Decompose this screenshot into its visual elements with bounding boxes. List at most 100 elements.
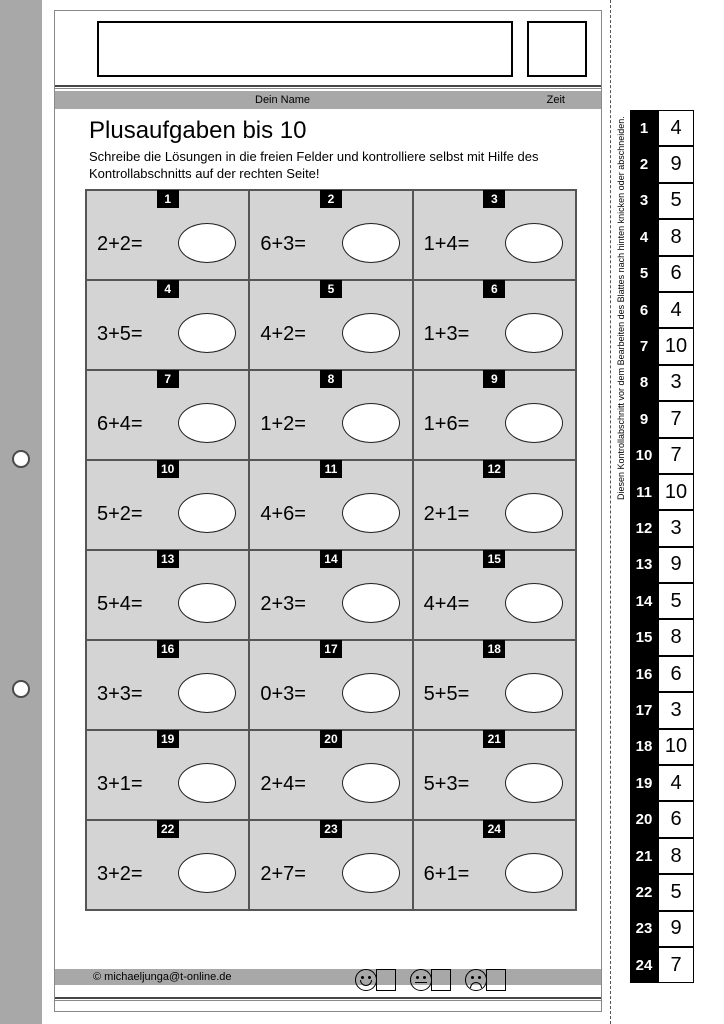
answer-field[interactable]	[178, 853, 236, 893]
problem-number: 15	[483, 550, 505, 568]
answer-field[interactable]	[505, 493, 563, 533]
answer-number: 23	[630, 911, 658, 947]
smiley-sad[interactable]	[465, 969, 506, 991]
answer-field[interactable]	[505, 583, 563, 623]
answer-number: 5	[630, 256, 658, 292]
equation-text: 5+5=	[424, 683, 470, 706]
answer-number: 2	[630, 146, 658, 182]
equation-text: 5+2=	[97, 503, 143, 526]
problem-cell: 61+3=	[413, 280, 576, 370]
equation-text: 2+1=	[424, 503, 470, 526]
answer-value: 7	[658, 947, 694, 983]
answer-value: 4	[658, 765, 694, 801]
problem-cell: 76+4=	[86, 370, 249, 460]
name-input-box[interactable]	[97, 21, 513, 77]
answer-number: 24	[630, 947, 658, 983]
answer-value: 6	[658, 801, 694, 837]
answer-value: 7	[658, 401, 694, 437]
equation-text: 1+6=	[424, 413, 470, 436]
problem-cell: 4 3+5=	[86, 280, 249, 370]
answer-row: 206	[630, 801, 694, 837]
answer-row: 35	[630, 183, 694, 219]
answer-field[interactable]	[178, 223, 236, 263]
answer-row: 710	[630, 328, 694, 364]
problem-number: 10	[157, 460, 179, 478]
answer-field[interactable]	[178, 763, 236, 803]
answer-field[interactable]	[178, 583, 236, 623]
answer-value: 8	[658, 219, 694, 255]
answer-value: 5	[658, 583, 694, 619]
answer-number: 1	[630, 110, 658, 146]
problem-number: 2	[320, 190, 342, 208]
instructions: Schreibe die Lösungen in die freien Feld…	[89, 149, 577, 183]
answer-value: 8	[658, 619, 694, 655]
answer-field[interactable]	[505, 223, 563, 263]
problem-number: 21	[483, 730, 505, 748]
equation-text: 4+6=	[260, 503, 306, 526]
answer-field[interactable]	[342, 583, 400, 623]
answer-number: 4	[630, 219, 658, 255]
equation-text: 1+2=	[260, 413, 306, 436]
problem-number: 12	[483, 460, 505, 478]
answer-field[interactable]	[505, 403, 563, 443]
answer-field[interactable]	[505, 313, 563, 353]
answer-value: 8	[658, 838, 694, 874]
equation-text: 0+3=	[260, 683, 306, 706]
problem-number: 23	[320, 820, 342, 838]
answer-field[interactable]	[342, 493, 400, 533]
equation-text: 6+3=	[260, 233, 306, 256]
problem-number: 4	[157, 280, 179, 298]
problem-cell: 54+2=	[249, 280, 412, 370]
answer-field[interactable]	[178, 673, 236, 713]
answer-field[interactable]	[505, 853, 563, 893]
problem-cell: 15 4+4=	[413, 550, 576, 640]
equation-text: 4+4=	[424, 593, 470, 616]
equation-text: 5+4=	[97, 593, 143, 616]
answer-field[interactable]	[342, 403, 400, 443]
answer-number: 22	[630, 874, 658, 910]
problem-cell: 185+5=	[413, 640, 576, 730]
binder-strip	[0, 0, 42, 1024]
answer-number: 3	[630, 183, 658, 219]
answer-field[interactable]	[342, 223, 400, 263]
answer-value: 5	[658, 183, 694, 219]
answer-field[interactable]	[505, 763, 563, 803]
separator	[55, 997, 601, 1001]
answer-field[interactable]	[178, 493, 236, 533]
answer-field[interactable]	[342, 763, 400, 803]
problem-number: 17	[320, 640, 342, 658]
problem-cell: 193+1=	[86, 730, 249, 820]
answer-field[interactable]	[342, 313, 400, 353]
smiley-happy[interactable]	[355, 969, 396, 991]
equation-text: 1+3=	[424, 323, 470, 346]
answer-field[interactable]	[178, 403, 236, 443]
answer-number: 20	[630, 801, 658, 837]
footer-bar: © michaeljunga@t-online.de	[55, 969, 601, 985]
equation-text: 2+3=	[260, 593, 306, 616]
problem-grid: 12+2=26+3=31+4=43+5=54+2=61+3=76+4=81+2=…	[85, 189, 577, 911]
equation-text: 5+3=	[424, 773, 470, 796]
problem-cell: 2 6+3=	[249, 190, 412, 280]
equation-text: 3+3=	[97, 683, 143, 706]
problem-number: 5	[320, 280, 342, 298]
answer-value: 9	[658, 146, 694, 182]
answer-field[interactable]	[342, 673, 400, 713]
smiley-neutral[interactable]	[410, 969, 451, 991]
answer-number: 10	[630, 438, 658, 474]
separator	[55, 85, 601, 89]
answer-field[interactable]	[505, 673, 563, 713]
problem-cell: 10 5+2=	[86, 460, 249, 550]
answer-row: 83	[630, 365, 694, 401]
time-label: Zeit	[547, 94, 565, 106]
answer-value: 3	[658, 692, 694, 728]
equation-text: 3+5=	[97, 323, 143, 346]
answer-field[interactable]	[178, 313, 236, 353]
problem-number: 11	[320, 460, 342, 478]
equation-text: 2+2=	[97, 233, 143, 256]
answer-field[interactable]	[342, 853, 400, 893]
answer-row: 145	[630, 583, 694, 619]
answer-row: 139	[630, 547, 694, 583]
time-input-box[interactable]	[527, 21, 587, 77]
answer-row: 173	[630, 692, 694, 728]
answer-number: 21	[630, 838, 658, 874]
